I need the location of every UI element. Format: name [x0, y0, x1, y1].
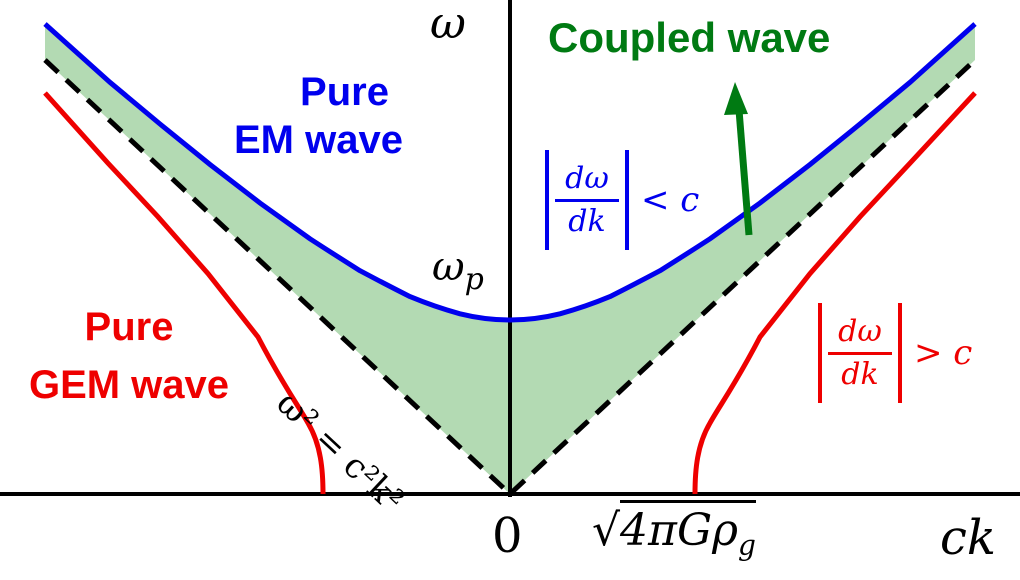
- abs-bars: dω dk: [818, 303, 902, 403]
- fraction-numerator: dω: [838, 313, 882, 349]
- pure-em-label: Pure EM wave: [234, 68, 403, 164]
- em-group-velocity-condition: dω dk < c: [545, 150, 699, 250]
- threshold-expression: 4πGρ: [620, 505, 738, 556]
- pure-gem-label: Pure GEM wave: [4, 298, 254, 414]
- em-wave-curve: [43, 22, 977, 323]
- omega-p-symbol: ω: [432, 244, 465, 290]
- gem-group-velocity-condition: dω dk > c: [818, 303, 972, 403]
- fraction-denominator: dk: [841, 356, 879, 392]
- derivative-fraction: dω dk: [555, 159, 619, 242]
- fraction-numerator: dω: [565, 160, 609, 196]
- ck-axis-label: ck: [940, 510, 996, 566]
- origin-label: 0: [492, 508, 523, 564]
- gem-wave-curve-left: [43, 91, 326, 495]
- threshold-radicand: 4πGρg: [620, 500, 756, 562]
- threshold-label: √4πGρg: [592, 500, 756, 562]
- sqrt-icon: √: [592, 505, 621, 556]
- fraction-bar: [555, 198, 619, 202]
- pure-gem-line1: Pure: [84, 305, 174, 349]
- pure-em-line1: Pure: [300, 70, 389, 114]
- pure-em-line2: EM wave: [234, 118, 403, 162]
- omega-p-label: ωp: [432, 244, 484, 297]
- abs-bars: dω dk: [545, 150, 629, 250]
- threshold-subscript: g: [737, 528, 756, 562]
- coupled-wave-label: Coupled wave: [548, 14, 831, 61]
- fraction-bar: [828, 351, 892, 355]
- gem-wave-curve-right: [692, 91, 977, 495]
- relation-text: < c: [641, 180, 700, 220]
- light-line: [43, 58, 977, 498]
- arrow-head-icon: [724, 82, 748, 115]
- fraction-denominator: dk: [568, 203, 606, 239]
- omega-p-subscript: p: [464, 262, 484, 297]
- coupled-arrow-shaft: [735, 109, 753, 236]
- omega-axis-label: ω: [430, 0, 466, 49]
- pure-gem-line2: GEM wave: [28, 363, 230, 407]
- derivative-fraction: dω dk: [828, 312, 892, 395]
- relation-text: > c: [914, 333, 973, 373]
